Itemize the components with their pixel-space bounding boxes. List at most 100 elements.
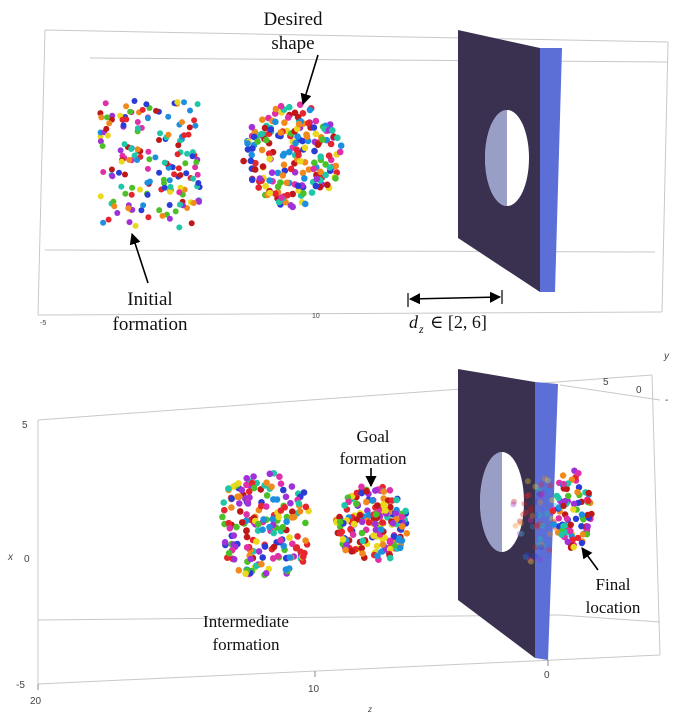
particle bbox=[531, 553, 538, 560]
particle bbox=[358, 545, 366, 552]
particle bbox=[259, 554, 267, 561]
particle bbox=[294, 133, 301, 140]
particle bbox=[244, 140, 251, 147]
particle bbox=[374, 502, 381, 509]
particle bbox=[292, 544, 300, 552]
particle bbox=[258, 146, 266, 154]
particle bbox=[343, 541, 350, 549]
particle bbox=[258, 130, 266, 138]
particle bbox=[177, 201, 183, 208]
particle bbox=[128, 191, 135, 198]
particle bbox=[396, 535, 403, 542]
particle bbox=[126, 219, 133, 226]
particle bbox=[166, 215, 173, 222]
particle bbox=[578, 511, 586, 518]
particle bbox=[165, 131, 172, 138]
particle bbox=[302, 200, 309, 208]
particle bbox=[579, 531, 587, 538]
particle bbox=[97, 193, 104, 200]
particle bbox=[578, 539, 586, 547]
bottom-z-tick-10: 10 bbox=[308, 684, 320, 695]
particle bbox=[188, 220, 195, 227]
particle bbox=[145, 148, 152, 155]
bottom-bounding-box bbox=[37, 374, 661, 685]
particle bbox=[520, 511, 527, 518]
particle bbox=[240, 157, 247, 165]
particle bbox=[245, 488, 253, 495]
particle bbox=[372, 487, 379, 494]
particle bbox=[251, 166, 259, 173]
particle bbox=[123, 103, 130, 110]
particle bbox=[569, 536, 576, 543]
particle bbox=[253, 538, 260, 545]
particle bbox=[258, 560, 265, 568]
particle bbox=[286, 103, 293, 111]
particle bbox=[277, 480, 285, 488]
particle bbox=[284, 114, 292, 121]
particle bbox=[358, 529, 366, 537]
particle bbox=[187, 107, 193, 114]
particle bbox=[372, 526, 380, 534]
particle bbox=[267, 126, 275, 133]
particle bbox=[532, 543, 539, 550]
top-initial-formation-particles bbox=[97, 98, 203, 231]
particle bbox=[306, 106, 314, 114]
desired-shape-arrow bbox=[300, 54, 319, 106]
particle bbox=[380, 488, 388, 495]
bottom-z-tick-0: 0 bbox=[544, 670, 550, 681]
particle bbox=[301, 144, 309, 152]
particle bbox=[230, 483, 237, 490]
initial-formation-label-line2: formation bbox=[113, 314, 188, 335]
particle bbox=[230, 532, 238, 539]
distance-subscript: z bbox=[418, 322, 424, 336]
particle bbox=[266, 155, 273, 163]
particle bbox=[280, 150, 288, 158]
particle bbox=[539, 522, 546, 529]
particle bbox=[243, 527, 250, 535]
particle bbox=[295, 151, 302, 159]
particle bbox=[584, 511, 591, 519]
particle bbox=[297, 158, 304, 165]
particle bbox=[363, 498, 370, 506]
particle bbox=[127, 108, 134, 115]
particle bbox=[190, 200, 197, 206]
particle bbox=[310, 124, 318, 131]
top-wall bbox=[458, 30, 562, 292]
particle bbox=[536, 491, 543, 497]
particle bbox=[289, 508, 296, 515]
top-tick-mid: 10 bbox=[312, 313, 320, 320]
particle bbox=[289, 540, 296, 548]
particle bbox=[144, 179, 151, 186]
particle bbox=[322, 171, 329, 179]
particle bbox=[303, 133, 311, 140]
particle bbox=[134, 119, 141, 125]
particle bbox=[228, 504, 235, 511]
distance-range: ∈ [2, 6] bbox=[430, 312, 487, 332]
particle bbox=[161, 184, 168, 191]
particle bbox=[244, 500, 252, 507]
particle bbox=[347, 526, 354, 533]
particle bbox=[269, 515, 277, 523]
particle bbox=[278, 194, 285, 201]
distance-dimension: d z ∈ [2, 6] bbox=[407, 290, 503, 336]
particle bbox=[129, 184, 136, 191]
particle bbox=[348, 548, 356, 555]
particle bbox=[138, 207, 145, 214]
particle bbox=[370, 532, 377, 539]
particle bbox=[98, 114, 105, 121]
particle bbox=[289, 190, 297, 198]
particle bbox=[538, 493, 544, 500]
particle bbox=[193, 159, 200, 166]
particle bbox=[134, 157, 141, 163]
particle bbox=[516, 518, 523, 525]
particle bbox=[225, 485, 232, 492]
top-desired-shape-particles bbox=[240, 101, 345, 211]
particle bbox=[536, 499, 543, 506]
particle bbox=[329, 127, 336, 134]
particle bbox=[294, 182, 302, 190]
particle bbox=[122, 190, 129, 197]
particle bbox=[287, 165, 295, 173]
particle bbox=[553, 492, 561, 500]
particle bbox=[386, 545, 394, 553]
